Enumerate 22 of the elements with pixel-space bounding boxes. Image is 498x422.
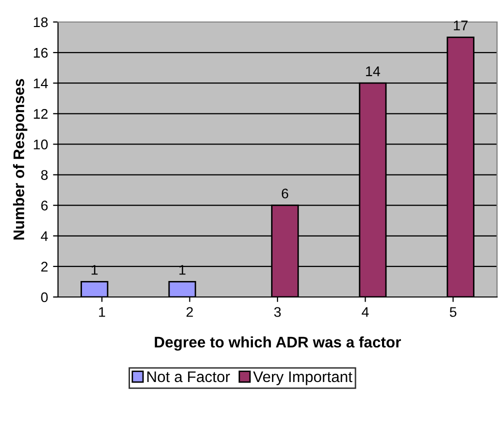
y-tick-label: 0: [41, 292, 48, 302]
legend-label: Very Important: [253, 372, 352, 386]
y-tick-label: 16: [34, 48, 48, 58]
y-tick-label: 12: [34, 109, 48, 119]
x-tick-label: 2: [186, 307, 193, 317]
x-tick-label: 4: [362, 307, 369, 317]
x-tick-label: 3: [274, 307, 281, 317]
x-axis-title: Degree to which ADR was a factor: [154, 336, 401, 351]
y-tick-label: 14: [34, 78, 48, 88]
y-tick-label: 8: [41, 170, 48, 180]
data-label: 17: [454, 20, 468, 30]
data-label: 6: [282, 188, 288, 198]
y-tick-label: 18: [34, 17, 48, 28]
y-tick-label: 6: [41, 200, 48, 211]
y-axis-title: Number of Responses: [13, 79, 28, 240]
y-tick-label: 10: [34, 140, 48, 150]
legend-label: Not a Factor: [147, 372, 230, 382]
y-tick-label: 2: [41, 262, 48, 272]
x-tick-label: 1: [99, 307, 106, 317]
x-tick-label: 5: [450, 307, 456, 317]
y-tick-label: 4: [40, 231, 48, 241]
data-label: 14: [366, 66, 380, 76]
